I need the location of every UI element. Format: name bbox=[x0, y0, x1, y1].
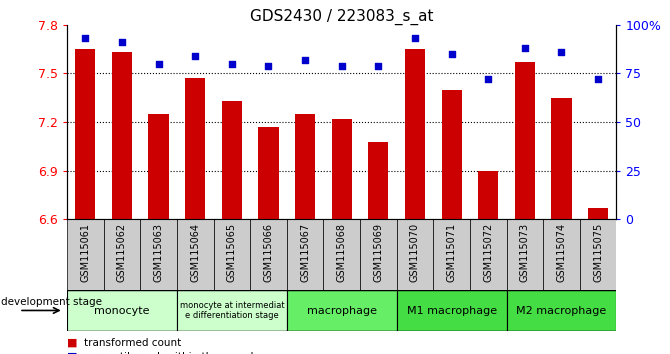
Bar bbox=[369, 142, 389, 219]
Text: transformed count: transformed count bbox=[84, 338, 181, 348]
Bar bbox=[324, 219, 360, 290]
Point bbox=[556, 49, 567, 55]
Bar bbox=[75, 49, 95, 219]
Bar bbox=[112, 52, 132, 219]
Bar bbox=[67, 290, 177, 331]
Text: GSM115071: GSM115071 bbox=[447, 223, 456, 282]
Bar bbox=[507, 290, 616, 331]
Bar bbox=[177, 219, 214, 290]
Bar bbox=[259, 127, 279, 219]
Bar bbox=[478, 171, 498, 219]
Text: GSM115068: GSM115068 bbox=[337, 223, 346, 282]
Text: ■: ■ bbox=[67, 338, 78, 348]
Bar bbox=[222, 101, 242, 219]
Point bbox=[336, 63, 347, 68]
Point bbox=[226, 61, 237, 67]
Point bbox=[299, 57, 310, 63]
Bar bbox=[287, 290, 397, 331]
Text: GSM115066: GSM115066 bbox=[263, 223, 273, 282]
Bar bbox=[149, 114, 169, 219]
Bar bbox=[397, 290, 507, 331]
Bar bbox=[543, 219, 580, 290]
Text: GSM115069: GSM115069 bbox=[373, 223, 383, 282]
Text: M1 macrophage: M1 macrophage bbox=[407, 306, 496, 316]
Text: GSM115073: GSM115073 bbox=[520, 223, 530, 282]
Bar bbox=[470, 219, 507, 290]
Point bbox=[446, 51, 457, 57]
Text: macrophage: macrophage bbox=[307, 306, 377, 316]
Point bbox=[190, 53, 200, 59]
Point bbox=[593, 76, 604, 82]
Bar bbox=[507, 219, 543, 290]
Text: monocyte at intermediat
e differentiation stage: monocyte at intermediat e differentiatio… bbox=[180, 301, 284, 320]
Bar bbox=[397, 219, 433, 290]
Bar bbox=[515, 62, 535, 219]
Text: ■: ■ bbox=[67, 352, 78, 354]
Text: GSM115067: GSM115067 bbox=[300, 223, 310, 282]
Text: GSM115062: GSM115062 bbox=[117, 223, 127, 282]
Text: development stage: development stage bbox=[1, 297, 102, 307]
Point bbox=[373, 63, 384, 68]
Point bbox=[409, 35, 420, 41]
Bar bbox=[214, 219, 250, 290]
Text: GSM115072: GSM115072 bbox=[483, 223, 493, 282]
Bar bbox=[588, 208, 608, 219]
Text: GSM115065: GSM115065 bbox=[227, 223, 237, 282]
Bar bbox=[332, 119, 352, 219]
Point bbox=[519, 45, 530, 51]
Bar bbox=[433, 219, 470, 290]
Bar bbox=[177, 290, 287, 331]
Bar bbox=[250, 219, 287, 290]
Bar bbox=[287, 219, 324, 290]
Text: GSM115074: GSM115074 bbox=[557, 223, 566, 282]
Bar bbox=[295, 114, 315, 219]
Bar bbox=[104, 219, 140, 290]
Point bbox=[153, 61, 164, 67]
Text: M2 macrophage: M2 macrophage bbox=[517, 306, 606, 316]
Text: GSM115061: GSM115061 bbox=[80, 223, 90, 282]
Bar bbox=[405, 49, 425, 219]
Text: percentile rank within the sample: percentile rank within the sample bbox=[84, 352, 260, 354]
Point bbox=[117, 40, 127, 45]
Point bbox=[263, 63, 274, 68]
Bar bbox=[67, 219, 104, 290]
Bar bbox=[185, 78, 205, 219]
Bar bbox=[580, 219, 616, 290]
Point bbox=[80, 35, 90, 41]
Text: GSM115070: GSM115070 bbox=[410, 223, 420, 282]
Bar bbox=[360, 219, 397, 290]
Text: monocyte: monocyte bbox=[94, 306, 149, 316]
Bar bbox=[442, 90, 462, 219]
Title: GDS2430 / 223083_s_at: GDS2430 / 223083_s_at bbox=[250, 8, 433, 25]
Bar bbox=[140, 219, 177, 290]
Text: GSM115064: GSM115064 bbox=[190, 223, 200, 282]
Bar bbox=[551, 98, 572, 219]
Point bbox=[483, 76, 494, 82]
Text: GSM115063: GSM115063 bbox=[153, 223, 163, 282]
Text: GSM115075: GSM115075 bbox=[593, 223, 603, 282]
